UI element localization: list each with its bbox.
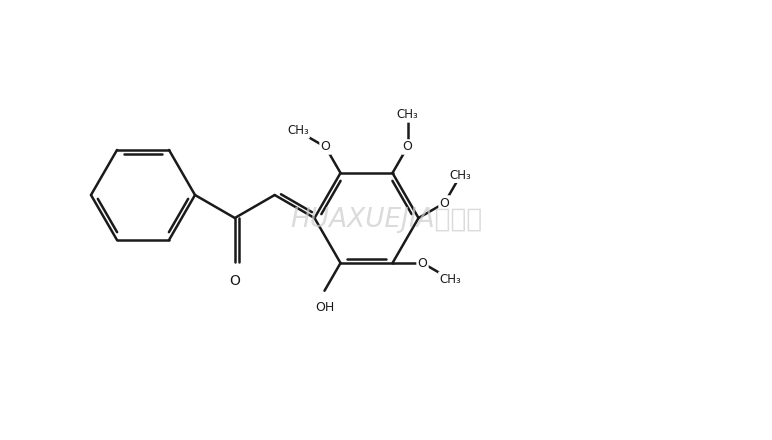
Text: HUAXUEJIA化学加: HUAXUEJIA化学加 [290, 207, 482, 233]
Text: OH: OH [315, 301, 334, 314]
Text: CH₃: CH₃ [397, 109, 418, 121]
Text: O: O [418, 257, 428, 270]
Text: CH₃: CH₃ [439, 272, 461, 286]
Text: O: O [320, 140, 330, 154]
Text: CH₃: CH₃ [287, 125, 309, 137]
Text: O: O [229, 274, 240, 288]
Text: O: O [402, 140, 412, 154]
Text: CH₃: CH₃ [449, 169, 472, 182]
Text: O: O [439, 197, 449, 209]
